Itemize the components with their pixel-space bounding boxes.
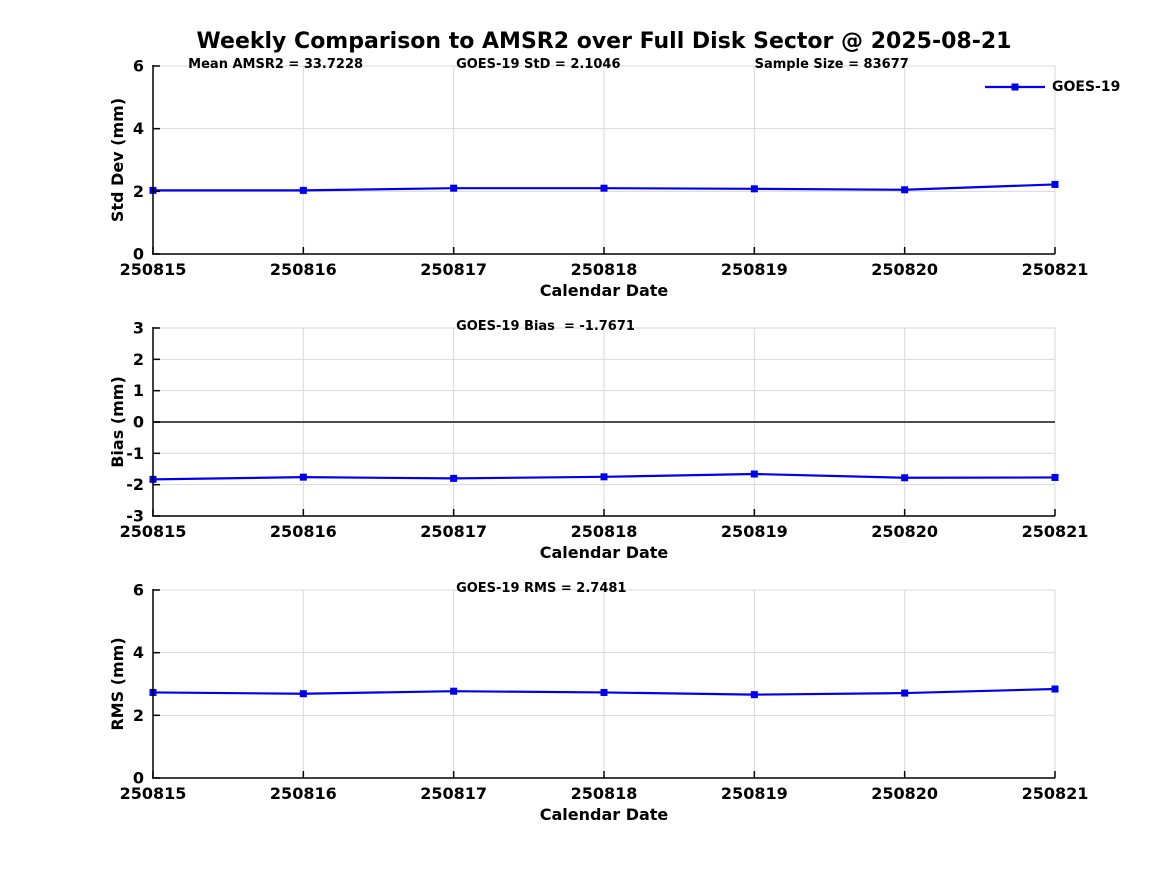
x-tick-label: 250816 [270,260,337,279]
data-point-marker [750,185,758,193]
data-point-marker [750,691,758,699]
x-tick-label: 250815 [120,522,187,541]
x-tick-label: 250817 [420,522,487,541]
y-tick-label: 2 [133,706,144,725]
y-axis-label: Bias (mm) [108,376,127,468]
x-tick-label: 250821 [1022,522,1089,541]
y-tick-label: 2 [133,182,144,201]
bias-panel: -3 -2 -1 0 1 2 3 250815 250816 250817 250818 250819… [108,319,1088,563]
x-tick-label: 250816 [270,784,337,803]
chart-title: Weekly Comparison to AMSR2 over Full Dis… [196,29,1012,54]
y-tick-label: -2 [126,475,144,494]
std-dev-panel: 0 2 4 6 250815 250816 250817 250818 250819 250820… [108,57,1120,301]
x-tick-label: 250820 [871,522,938,541]
data-point-marker [750,470,758,478]
y-tick-label: 3 [133,319,144,338]
y-tick-label: 4 [133,643,144,662]
annotation-text: Mean AMSR2 = 33.7228 [188,57,363,72]
x-tick-label: 250818 [571,260,638,279]
x-axis-label: Calendar Date [540,805,669,824]
data-point-marker [450,687,458,695]
data-point-marker [299,473,307,481]
x-tick-label: 250819 [721,260,788,279]
y-tick-label: 6 [133,57,144,76]
y-tick-label: 4 [133,119,144,138]
y-tick-label: 0 [133,769,144,788]
x-tick-label: 250821 [1022,784,1089,803]
data-point-marker [901,474,909,482]
annotation-text: GOES-19 RMS = 2.7481 [456,581,626,596]
y-tick-label: 0 [133,245,144,264]
x-tick-label: 250819 [721,784,788,803]
legend-label: GOES-19 [1052,79,1120,95]
x-tick-label: 250817 [420,260,487,279]
data-point-marker [600,473,608,481]
data-point-marker [901,186,909,194]
x-axis-label: Calendar Date [540,543,669,562]
y-tick-label: 6 [133,581,144,600]
x-tick-label: 250815 [120,260,187,279]
y-axis-label: Std Dev (mm) [108,98,127,222]
x-tick-label: 250818 [571,784,638,803]
data-point-marker [299,690,307,698]
annotation-text: GOES-19 Bias = -1.7671 [456,319,635,334]
data-point-marker [450,184,458,192]
y-tick-label: 1 [133,381,144,400]
x-tick-label: 250819 [721,522,788,541]
x-tick-label: 250816 [270,522,337,541]
data-point-marker [1051,473,1059,481]
y-tick-label: -1 [126,444,144,463]
x-tick-label: 250818 [571,522,638,541]
y-tick-label: 0 [133,413,144,432]
data-point-marker [901,689,909,697]
data-point-marker [600,184,608,192]
x-tick-label: 250820 [871,784,938,803]
y-tick-label: 2 [133,350,144,369]
rms-panel: 0 2 4 6 250815 250816 250817 250818 250819 250820… [108,581,1088,825]
annotation-text: GOES-19 StD = 2.1046 [456,57,620,72]
y-axis-label: RMS (mm) [108,637,127,730]
data-point-marker [1051,180,1059,188]
data-point-marker [299,186,307,194]
data-point-marker [600,688,608,696]
annotation-text: Sample Size = 83677 [755,57,909,72]
data-point-marker [450,474,458,482]
x-axis-label: Calendar Date [540,281,669,300]
y-tick-label: -3 [126,507,144,526]
data-point-marker [1051,685,1059,693]
x-tick-label: 250821 [1022,260,1089,279]
legend-marker [1011,83,1019,91]
x-tick-label: 250815 [120,784,187,803]
x-tick-label: 250820 [871,260,938,279]
x-tick-label: 250817 [420,784,487,803]
